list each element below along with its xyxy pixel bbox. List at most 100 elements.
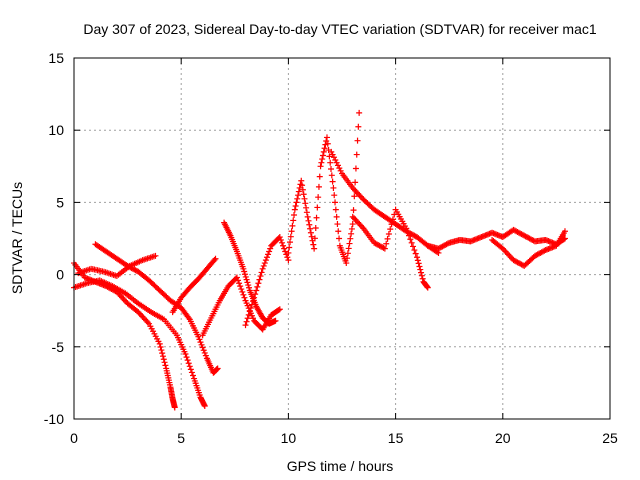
data-point <box>244 315 251 322</box>
data-point <box>157 343 164 350</box>
series-track-g <box>221 219 279 327</box>
data-point <box>311 235 318 242</box>
data-point <box>324 140 331 147</box>
data-point <box>343 260 350 267</box>
data-point <box>244 279 251 286</box>
data-point <box>301 195 308 202</box>
data-point <box>196 336 203 343</box>
x-tick-label: 20 <box>495 430 511 446</box>
data-point <box>327 159 334 166</box>
data-point <box>289 222 296 229</box>
data-point <box>202 352 209 359</box>
data-point <box>156 340 163 347</box>
data-point <box>347 235 354 242</box>
x-tick-label: 15 <box>388 430 404 446</box>
data-point <box>185 360 192 367</box>
data-point <box>243 276 250 283</box>
data-point <box>280 242 287 249</box>
data-point <box>257 273 264 280</box>
data-point <box>242 273 249 280</box>
data-point <box>266 248 273 255</box>
data-point <box>255 280 262 287</box>
data-point <box>237 283 244 290</box>
data-point <box>160 356 167 363</box>
data-point <box>212 255 219 262</box>
data-point <box>287 239 294 246</box>
data-point <box>333 159 340 166</box>
data-point <box>258 269 265 276</box>
data-point <box>189 372 196 379</box>
data-point <box>259 265 266 272</box>
data-point <box>326 153 333 160</box>
data-point <box>561 228 568 235</box>
data-point <box>328 148 335 155</box>
data-point <box>250 298 257 305</box>
data-point <box>348 225 355 232</box>
data-point <box>403 225 410 232</box>
data-point <box>389 216 396 223</box>
data-point <box>354 137 361 144</box>
data-point <box>415 260 422 267</box>
data-point <box>333 213 340 220</box>
data-point <box>348 230 355 237</box>
data-point <box>336 165 343 172</box>
data-point <box>349 221 356 228</box>
data-point <box>306 221 313 228</box>
data-point <box>313 214 320 221</box>
data-point <box>277 236 284 243</box>
x-tick-label: 10 <box>281 430 297 446</box>
x-tick-label: 25 <box>602 430 618 446</box>
series-track-c <box>92 241 221 376</box>
data-point <box>336 235 343 242</box>
data-point <box>275 306 282 313</box>
data-point <box>318 159 325 166</box>
data-point <box>246 308 253 315</box>
series-track-l <box>424 226 568 252</box>
data-point <box>188 369 195 376</box>
data-point <box>184 357 191 364</box>
data-point <box>247 304 254 311</box>
y-tick-label: 5 <box>56 194 64 210</box>
y-tick-label: -5 <box>52 339 65 355</box>
data-point <box>300 191 307 198</box>
data-point <box>414 254 421 261</box>
data-point <box>315 194 322 201</box>
data-point <box>303 204 310 211</box>
data-point <box>298 177 305 184</box>
data-point <box>380 244 387 251</box>
data-point <box>404 229 411 236</box>
grid <box>74 58 610 419</box>
data-point <box>291 206 298 213</box>
data-point <box>352 165 359 172</box>
data-point <box>319 156 326 163</box>
data-point <box>238 286 245 293</box>
data-point <box>414 257 421 264</box>
data-point <box>286 244 293 251</box>
series-track-b <box>71 277 208 410</box>
x-tick-label: 0 <box>70 430 78 446</box>
data-point <box>330 154 337 161</box>
data-point <box>260 262 267 269</box>
x-axis-label: GPS time / hours <box>287 458 394 474</box>
series-track-f <box>199 274 283 339</box>
data-point <box>353 151 360 158</box>
series-track-a <box>71 260 178 411</box>
data-point <box>305 217 312 224</box>
data-point <box>276 306 283 313</box>
axis-ticks: 0 5 10 15 20 25 -10 -5 0 5 10 15 <box>44 50 618 446</box>
data-point <box>281 245 288 252</box>
data-point <box>240 265 247 272</box>
data-point <box>233 274 240 281</box>
data-point <box>315 183 322 190</box>
data-point <box>241 268 248 275</box>
data-point <box>334 162 341 169</box>
data-point <box>418 272 425 279</box>
data-point <box>245 282 252 289</box>
data-point <box>337 167 344 174</box>
data-point <box>261 260 268 267</box>
y-tick-label: 10 <box>48 122 64 138</box>
data-point <box>235 277 242 284</box>
data-point <box>197 339 204 346</box>
data-point <box>323 134 330 141</box>
